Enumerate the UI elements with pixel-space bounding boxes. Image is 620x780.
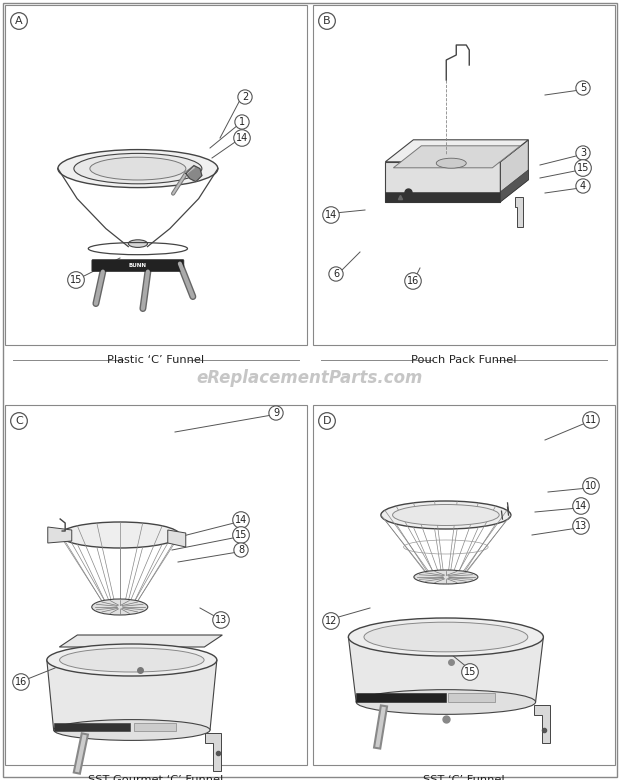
Text: 4: 4 [580,181,586,191]
Polygon shape [386,140,528,161]
Bar [5,405,307,765]
Ellipse shape [60,522,180,548]
Bar [54,723,130,731]
Polygon shape [47,660,217,730]
Text: 14: 14 [575,501,587,511]
Ellipse shape [414,570,478,584]
Polygon shape [186,165,202,182]
Polygon shape [168,530,186,547]
Text: 2: 2 [242,92,248,102]
Ellipse shape [364,622,528,652]
Text: Pouch Pack Funnel: Pouch Pack Funnel [411,355,516,365]
Text: BUNN: BUNN [129,263,147,268]
Text: 14: 14 [325,210,337,220]
Polygon shape [48,527,72,543]
Text: B: B [323,16,331,26]
Polygon shape [393,146,520,168]
Bar [134,723,176,731]
Ellipse shape [90,158,186,180]
Text: 5: 5 [580,83,586,93]
Text: 15: 15 [70,275,82,285]
Ellipse shape [60,648,204,672]
Text: 15: 15 [235,530,247,540]
Text: 14: 14 [235,515,247,525]
Text: 14: 14 [236,133,248,143]
Text: 16: 16 [407,276,419,286]
Ellipse shape [128,239,148,247]
Ellipse shape [54,720,210,740]
Polygon shape [500,170,528,202]
Text: SST ‘C’ Funnel: SST ‘C’ Funnel [423,775,505,780]
Polygon shape [500,140,528,202]
Text: D: D [323,416,331,426]
Bar [356,693,446,702]
Bar [448,693,495,702]
Polygon shape [515,197,523,227]
Ellipse shape [92,599,148,615]
Text: 10: 10 [585,481,597,491]
Text: 12: 12 [325,616,337,626]
Bar [313,5,615,345]
Bar [313,405,615,765]
Text: 3: 3 [580,148,586,158]
Polygon shape [348,637,543,702]
Text: SST Gourmet ‘C’ Funnel: SST Gourmet ‘C’ Funnel [89,775,224,780]
Bar [5,5,307,345]
Text: 6: 6 [333,269,339,279]
Polygon shape [205,733,221,771]
Ellipse shape [74,154,202,184]
Polygon shape [386,161,500,202]
Polygon shape [60,635,223,647]
Text: 15: 15 [464,667,476,677]
Text: Plastic ‘C’ Funnel: Plastic ‘C’ Funnel [107,355,205,365]
Text: 1: 1 [239,117,245,127]
Text: 13: 13 [215,615,227,625]
Text: 8: 8 [238,545,244,555]
Ellipse shape [392,505,499,526]
Text: 9: 9 [273,408,279,418]
Ellipse shape [47,644,217,676]
Ellipse shape [348,618,543,656]
FancyBboxPatch shape [92,260,184,271]
Polygon shape [534,705,550,743]
Text: A: A [15,16,23,26]
Text: C: C [15,416,23,426]
Text: 16: 16 [15,677,27,687]
Ellipse shape [356,690,536,714]
Polygon shape [386,192,500,202]
Text: 13: 13 [575,521,587,531]
Ellipse shape [381,501,511,529]
Text: 15: 15 [577,163,589,173]
Text: eReplacementParts.com: eReplacementParts.com [197,369,423,387]
Ellipse shape [58,150,218,188]
Ellipse shape [436,158,466,168]
Text: 11: 11 [585,415,597,425]
